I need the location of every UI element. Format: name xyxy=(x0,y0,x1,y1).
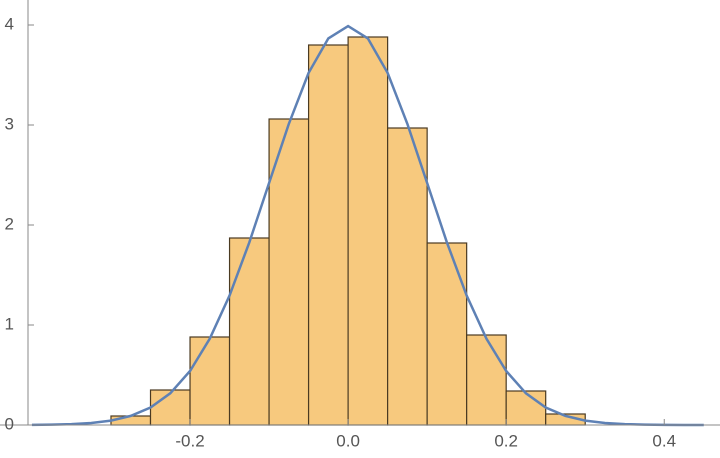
y-tick-label: 4 xyxy=(5,14,14,33)
bar xyxy=(426,242,468,426)
bar xyxy=(347,36,389,426)
x-tick-label: -0.2 xyxy=(175,431,204,450)
y-tick-label: 3 xyxy=(5,114,14,133)
x-tick-label: 0.2 xyxy=(494,431,518,450)
y-tick-label: 0 xyxy=(5,414,14,433)
y-tick-label: 2 xyxy=(5,214,14,233)
bar xyxy=(505,390,547,426)
bar xyxy=(466,334,507,426)
bar xyxy=(149,389,191,426)
bar xyxy=(268,118,310,426)
bar xyxy=(307,44,349,426)
bar xyxy=(387,127,428,426)
density-curve xyxy=(31,24,704,427)
x-tick-label: 0.4 xyxy=(652,431,676,450)
bar xyxy=(189,336,231,426)
bar xyxy=(110,415,152,426)
x-tick-label: 0.0 xyxy=(336,431,360,450)
bar xyxy=(228,237,270,426)
y-tick-label: 1 xyxy=(5,314,14,333)
